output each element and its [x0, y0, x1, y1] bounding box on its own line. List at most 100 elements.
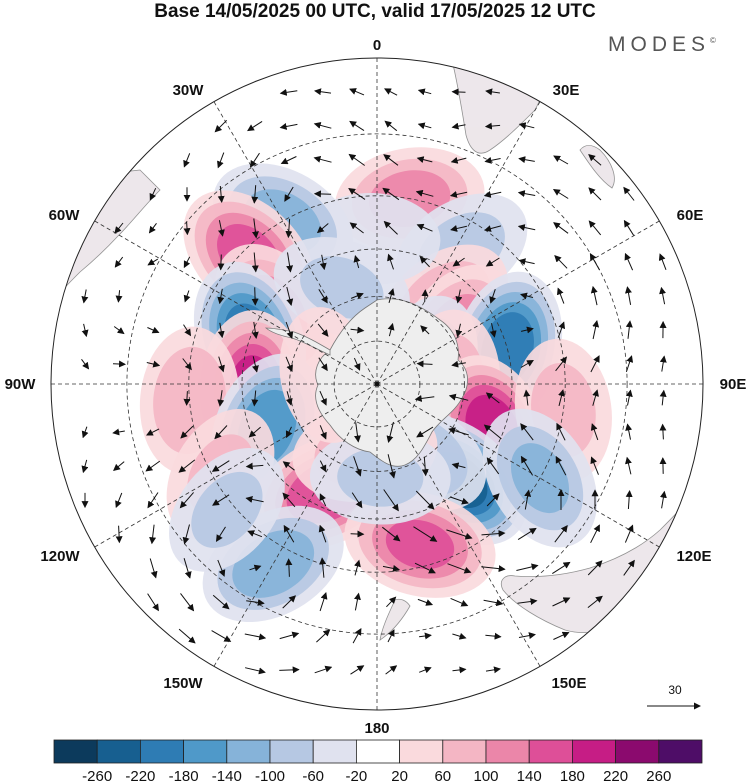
wind-vector: [318, 357, 328, 372]
colorbar-tick-label: -20: [346, 768, 368, 783]
wind-vector: [248, 426, 261, 438]
wind-vector: [485, 392, 500, 404]
wind-vector: [625, 456, 632, 475]
wind-vector: [249, 564, 262, 572]
colorbar-swatch: [615, 739, 660, 764]
meridian-line: [94, 383, 378, 548]
wind-vector: [552, 188, 569, 199]
colorbar-tick-label: -220: [125, 768, 155, 783]
wind-vector: [182, 358, 192, 371]
wind-vector: [245, 496, 264, 503]
wind-vector: [451, 360, 466, 368]
wind-vector: [558, 389, 565, 407]
label-60e: 60E: [677, 207, 704, 224]
meridian-line: [376, 101, 541, 385]
wind-vector: [112, 428, 125, 436]
colorbar-swatch: [572, 739, 617, 764]
wind-vector: [217, 185, 225, 203]
longitude-labels: 0 180 90W 90E 30W 60W 120W 150W 30E 60E …: [5, 37, 747, 737]
wind-vector: [217, 152, 225, 169]
wind-vector: [247, 120, 263, 132]
wind-vector: [350, 292, 364, 300]
wind-vector: [452, 257, 465, 267]
wind-vector: [349, 222, 364, 234]
wind-vector: [249, 152, 260, 168]
wind-vector: [316, 629, 331, 643]
wind-vector: [625, 389, 633, 406]
wind-vector: [455, 323, 463, 338]
wind-vector: [625, 355, 634, 373]
wind-vector: [450, 597, 469, 607]
wind-vector: [381, 526, 401, 542]
wind-vector: [319, 493, 327, 507]
wind-vector: [449, 191, 468, 198]
wind-vector: [319, 557, 327, 578]
wind-vector: [413, 526, 438, 542]
colorbar-swatch: [96, 739, 141, 764]
label-180: 180: [364, 720, 389, 737]
colorbar-tick-label: -180: [169, 768, 199, 783]
wind-vector: [386, 421, 394, 443]
wind-vector: [484, 122, 501, 130]
label-60w: 60W: [49, 207, 81, 224]
wind-vector: [483, 424, 502, 440]
wind-vector: [147, 593, 159, 612]
wind-vector: [517, 527, 537, 541]
wind-vector: [215, 526, 226, 542]
wind-vector: [282, 492, 296, 508]
wind-vector: [179, 492, 194, 509]
wind-vector: [625, 286, 632, 305]
wind-vector: [244, 633, 267, 641]
wind-vector: [318, 524, 327, 543]
label-90w: 90W: [5, 376, 37, 393]
wind-vector: [455, 289, 463, 304]
wind-vector: [483, 191, 502, 198]
colorbar-tick-label: -60: [302, 768, 324, 783]
wind-vector: [285, 356, 293, 373]
wind-vector: [419, 632, 432, 640]
wind-vector: [481, 530, 506, 538]
wind-vector: [451, 462, 466, 470]
wind-vector: [113, 461, 125, 472]
wind-vector: [481, 565, 506, 573]
wind-vector: [659, 423, 667, 440]
wind-vector: [452, 666, 467, 674]
wind-vector: [81, 289, 89, 304]
wind-vector: [244, 667, 266, 675]
wind-vector: [590, 355, 600, 373]
wind-vector: [352, 628, 362, 644]
wind-vector: [217, 288, 225, 305]
wind-vector: [552, 597, 571, 607]
wind-vector: [452, 632, 467, 640]
wind-vector: [182, 524, 190, 545]
wind-vector: [518, 632, 536, 640]
south-pole-marker: [374, 381, 380, 387]
wind-vector: [450, 157, 467, 164]
wind-vector: [217, 322, 225, 339]
colorbar-tick-label: -260: [82, 768, 112, 783]
wind-vector: [587, 560, 603, 576]
wind-vector: [319, 254, 327, 271]
brand-mark: ©: [710, 36, 716, 45]
wind-vector: [178, 628, 196, 644]
wind-vector: [251, 287, 259, 306]
colorbar-swatch: [312, 739, 357, 764]
wind-vector: [386, 596, 397, 608]
wind-vector: [146, 360, 161, 368]
chart-title: Base 14/05/2025 00 UTC, valid 17/05/2025…: [154, 1, 596, 22]
wind-vector: [517, 224, 536, 231]
colorbar-tick-label: 180: [560, 768, 585, 783]
colorbar-swatch: [355, 739, 400, 764]
meridian-line: [213, 101, 378, 385]
label-120e: 120E: [676, 548, 711, 565]
wind-vector: [285, 321, 294, 339]
wind-vector: [286, 252, 294, 273]
wind-vector: [659, 490, 667, 509]
wind-vector: [592, 389, 599, 406]
wind-vector: [449, 496, 469, 505]
wind-vector: [353, 255, 361, 269]
wind-vector: [387, 454, 396, 479]
antarctic-peninsula: [264, 327, 331, 356]
brand-text: MODES: [608, 33, 711, 56]
wind-vector: [279, 88, 298, 96]
